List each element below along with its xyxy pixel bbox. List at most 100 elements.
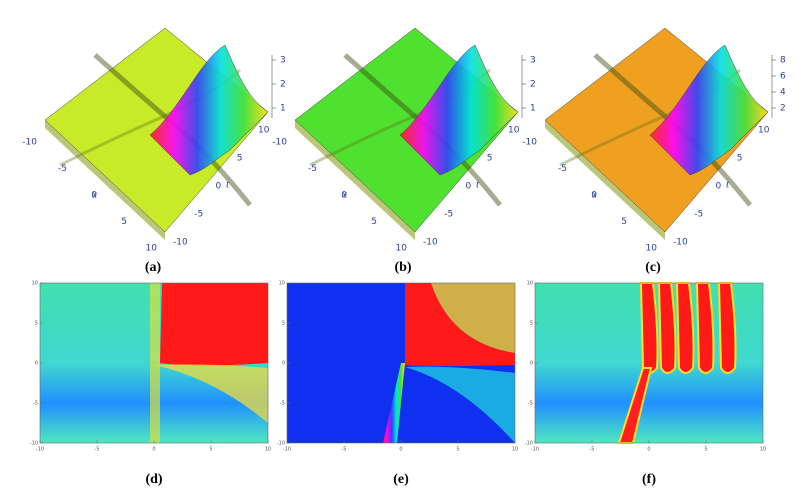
x-tick-label: 10 [265,447,271,453]
surface-crest [399,44,519,176]
x-tick-label: 5 [704,447,707,453]
y-tick-label: 5 [282,321,285,327]
density-region [405,366,515,443]
x-tick-label: -5 [58,164,67,174]
panel-label: (c) [645,260,661,275]
x-tick-label: 10 [646,244,658,254]
z-tick-label: 8 [780,56,786,66]
x-tick-label: 5 [456,447,459,453]
x-tick-label: 5 [621,217,627,227]
t-axis-label: t [726,179,730,191]
x-tick-label: 0 [399,447,402,453]
density-plot: -10 -5 0 5 10 -10 -5 0 5 10 (f) [525,281,766,488]
x-tick-label: 10 [146,244,158,254]
density-plot: -10 -5 0 5 10 -10 -5 0 5 10 (d) [30,281,271,488]
y-tick-label: -5 [33,401,38,407]
t-tick-label: -5 [444,210,453,220]
x-tick-label: -10 [22,138,37,148]
surface-side [295,120,415,240]
z-tick-label: 6 [780,72,786,82]
x-tick-label: 5 [371,217,377,227]
density-finger [675,282,695,374]
density-finger [639,282,659,374]
surface-crest [649,44,769,176]
y-tick-label: 5 [530,321,533,327]
density-region [405,283,515,366]
surface-side [45,120,165,240]
x-tick-label: 0 [647,447,650,453]
surface-plot: -10 -5 0 5 10 x -10 -5 0 5 10 t 1 2 3 (b) [272,27,536,275]
z-tick-label: 1 [530,104,536,114]
x-tick-label: -10 [531,447,539,453]
z-tick-label: 4 [780,88,786,98]
y-tick-label: 10 [279,281,285,287]
density-stripe [150,283,160,443]
surface-side [545,120,665,240]
z-tick-label: 2 [280,80,286,90]
panel-label: (a) [145,260,162,275]
density-finger [695,282,715,374]
x-tick-label: 0 [152,447,155,453]
panel-label: (b) [394,260,411,275]
y-tick-label: 0 [35,361,38,367]
x-tick-label: -10 [36,447,44,453]
t-tick-label: 10 [758,126,770,136]
z-tick-label: 3 [530,56,536,66]
z-tick-label: 3 [280,56,286,66]
z-tick-label: 1 [280,104,286,114]
t-tick-label: -10 [173,238,188,248]
x-tick-label: -5 [95,447,100,453]
x-axis-label: x [91,189,97,201]
y-tick-label: -10 [30,441,38,447]
y-tick-label: -10 [525,441,533,447]
x-tick-label: -5 [558,164,567,174]
t-tick-label: 0 [216,182,222,192]
x-tick-label: 0 [91,191,97,201]
x-tick-label: -5 [590,447,595,453]
t-tick-label: -10 [423,238,438,248]
t-tick-label: 10 [258,126,270,136]
panel-label: (f) [642,472,656,487]
x-tick-label: -10 [522,138,537,148]
x-axis-label: x [341,189,347,201]
panel-label: (e) [393,472,409,487]
y-tick-label: 0 [530,361,533,367]
y-tick-label: 5 [35,321,38,327]
t-tick-label: 0 [716,182,722,192]
x-tick-label: 10 [396,244,408,254]
surface-plot: -10 -5 0 5 10 x -10 -5 0 5 10 t 1 2 3 (a) [22,27,286,275]
t-axis-label: t [476,179,480,191]
density-region [431,283,515,353]
t-tick-label: -5 [694,210,703,220]
t-tick-label: 5 [487,154,493,164]
x-tick-label: 5 [209,447,212,453]
y-tick-label: 0 [282,361,285,367]
z-tick-label: 2 [780,104,786,114]
density-region [154,364,268,423]
x-tick-label: -5 [308,164,317,174]
y-tick-label: -10 [277,441,285,447]
x-tick-label: -10 [272,138,287,148]
x-tick-label: 10 [760,447,766,453]
density-stripe [383,363,405,443]
surface-plot: -10 -5 0 5 10 x -10 -5 0 5 10 t 2 4 6 8 (c) [522,27,786,275]
t-tick-label: 5 [237,154,243,164]
t-tick-label: 10 [508,126,520,136]
x-tick-label: 0 [341,191,347,201]
y-tick-label: 10 [527,281,533,287]
t-tick-label: 5 [737,154,743,164]
x-tick-label: -5 [342,447,347,453]
x-tick-label: 5 [121,217,127,227]
y-tick-label: -5 [280,401,285,407]
t-tick-label: -5 [194,210,203,220]
t-axis-label: t [226,179,230,191]
x-tick-label: 0 [591,191,597,201]
y-tick-label: 10 [32,281,38,287]
density-finger [717,282,737,374]
density-region [160,283,268,366]
surface-crest [149,44,269,176]
density-plot: -10 -5 0 5 10 -10 -5 0 5 10 (e) [277,281,518,488]
z-tick-label: 2 [530,80,536,90]
x-tick-label: -10 [283,447,291,453]
